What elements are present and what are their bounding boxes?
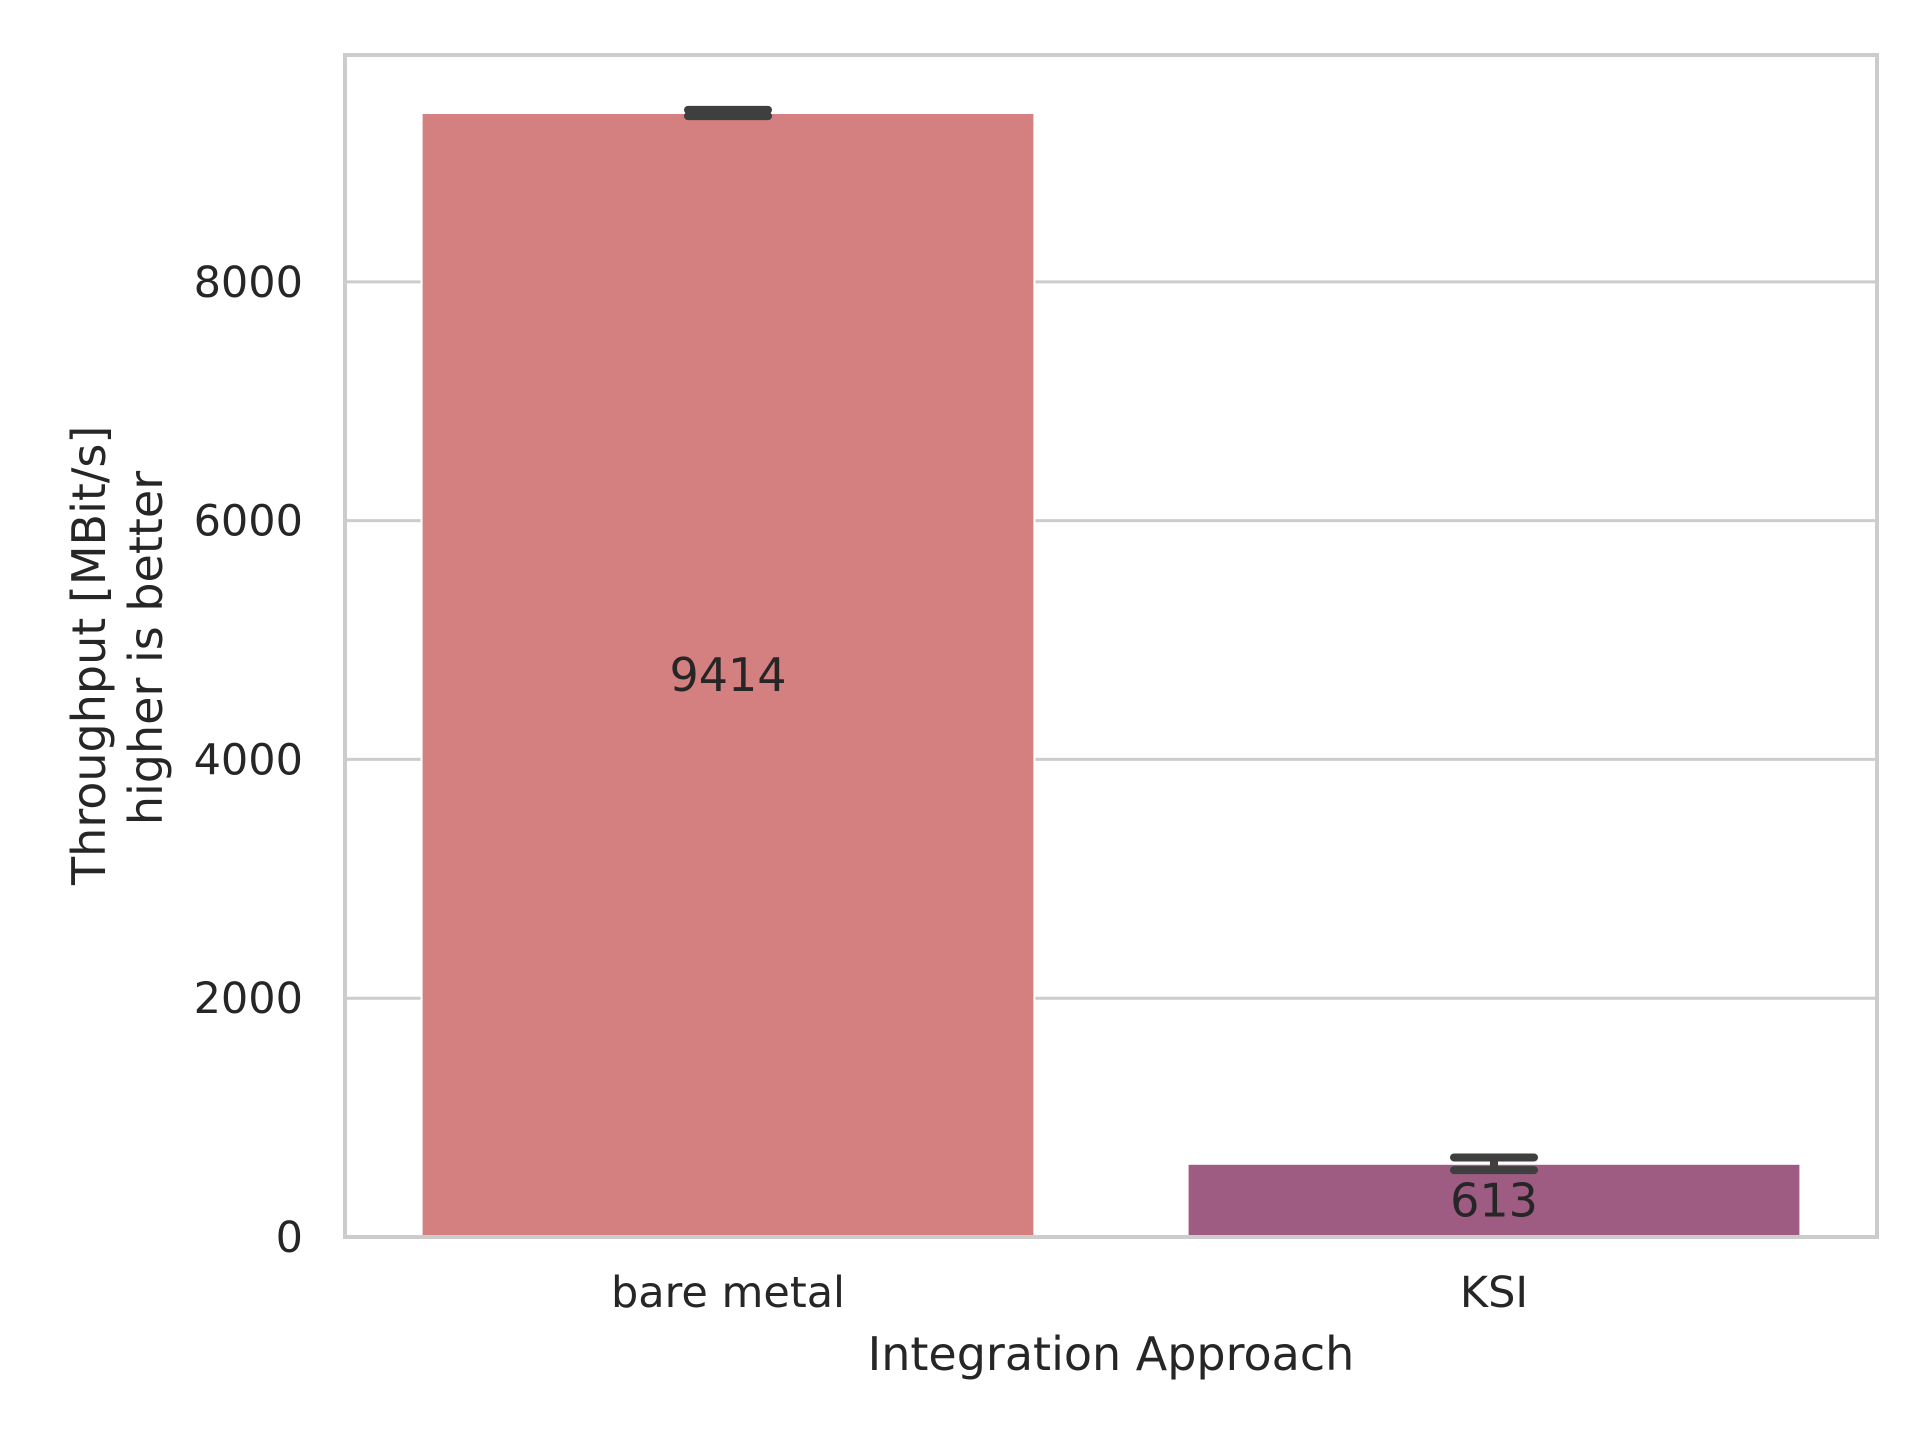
y-axis-title-line-2: higher is better (119, 471, 173, 825)
x-tick-label: bare metal (611, 1268, 845, 1318)
bars (420, 112, 1802, 1239)
y-tick-labels: 0 2000 4000 6000 8000 (194, 258, 303, 1263)
bar-value-label: 9414 (669, 648, 786, 702)
error-bars (684, 105, 1538, 1175)
y-axis-title: Throughput [MBit/s] higher is better (62, 411, 173, 886)
data-labels: 9414 613 (669, 648, 1537, 1227)
y-axis-title-line-1: Throughput [MBit/s] (62, 426, 116, 886)
y-tick-label: 0 (276, 1213, 303, 1263)
x-tick-label: KSI (1460, 1268, 1528, 1318)
x-tick-labels: bare metal KSI (611, 1268, 1528, 1318)
bar-value-label: 613 (1450, 1173, 1538, 1227)
y-tick-label: 2000 (194, 974, 303, 1024)
y-tick-label: 6000 (194, 497, 303, 547)
y-tick-label: 8000 (194, 258, 303, 308)
x-axis-title: Integration Approach (868, 1327, 1355, 1381)
y-tick-label: 4000 (194, 735, 303, 785)
bar (420, 112, 1036, 1238)
plot-frame (343, 53, 1879, 1239)
